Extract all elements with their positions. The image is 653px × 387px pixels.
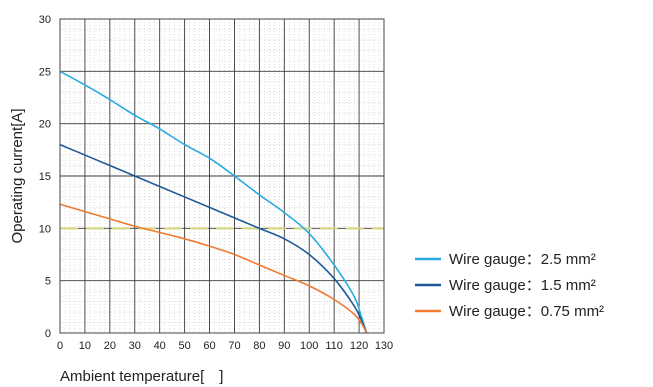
x-tick-label: 70 (228, 340, 240, 352)
x-tick-label: 90 (278, 340, 290, 352)
x-tick-label: 130 (375, 340, 393, 352)
series-layer (59, 70, 368, 334)
series-line-0 (59, 70, 368, 334)
y-tick-label: 20 (39, 119, 51, 131)
y-axis-title: Operating current[A] (9, 108, 26, 243)
x-tick-label: 80 (253, 340, 265, 352)
x-tick-label: 20 (104, 340, 116, 352)
x-axis-ticks: 0 10 20 30 40 50 60 70 80 90 100 110 120 130 (57, 340, 393, 352)
y-tick-label: 25 (39, 66, 51, 78)
legend-label-1: Wire gauge：1.5 mm² (449, 277, 596, 294)
y-axis-ticks: 0 5 10 15 20 25 30 (39, 14, 51, 340)
x-tick-label: 40 (154, 340, 166, 352)
legend-label-2: Wire gauge：0.75 mm² (449, 303, 604, 320)
legend: Wire gauge：2.5 mm² Wire gauge：1.5 mm² Wire… (415, 251, 604, 320)
x-tick-label: 30 (129, 340, 141, 352)
x-tick-label: 120 (350, 340, 368, 352)
x-tick-label: 110 (325, 340, 343, 352)
series-line-1 (59, 143, 368, 334)
x-tick-label: 60 (203, 340, 215, 352)
series-line-2 (59, 203, 368, 334)
y-tick-label: 0 (45, 328, 51, 340)
x-axis-title: Ambient temperature[ ] (60, 368, 223, 385)
x-tick-label: 50 (178, 340, 190, 352)
major-grid (59, 18, 385, 334)
y-tick-label: 15 (39, 171, 51, 183)
y-tick-label: 10 (39, 223, 51, 235)
legend-label-0: Wire gauge：2.5 mm² (449, 251, 596, 268)
y-tick-label: 5 (45, 276, 51, 288)
x-tick-label: 0 (57, 340, 63, 352)
plot-frame (59, 18, 385, 334)
y-tick-label: 30 (39, 14, 51, 26)
x-tick-label: 100 (300, 340, 318, 352)
x-tick-label: 10 (79, 340, 91, 352)
